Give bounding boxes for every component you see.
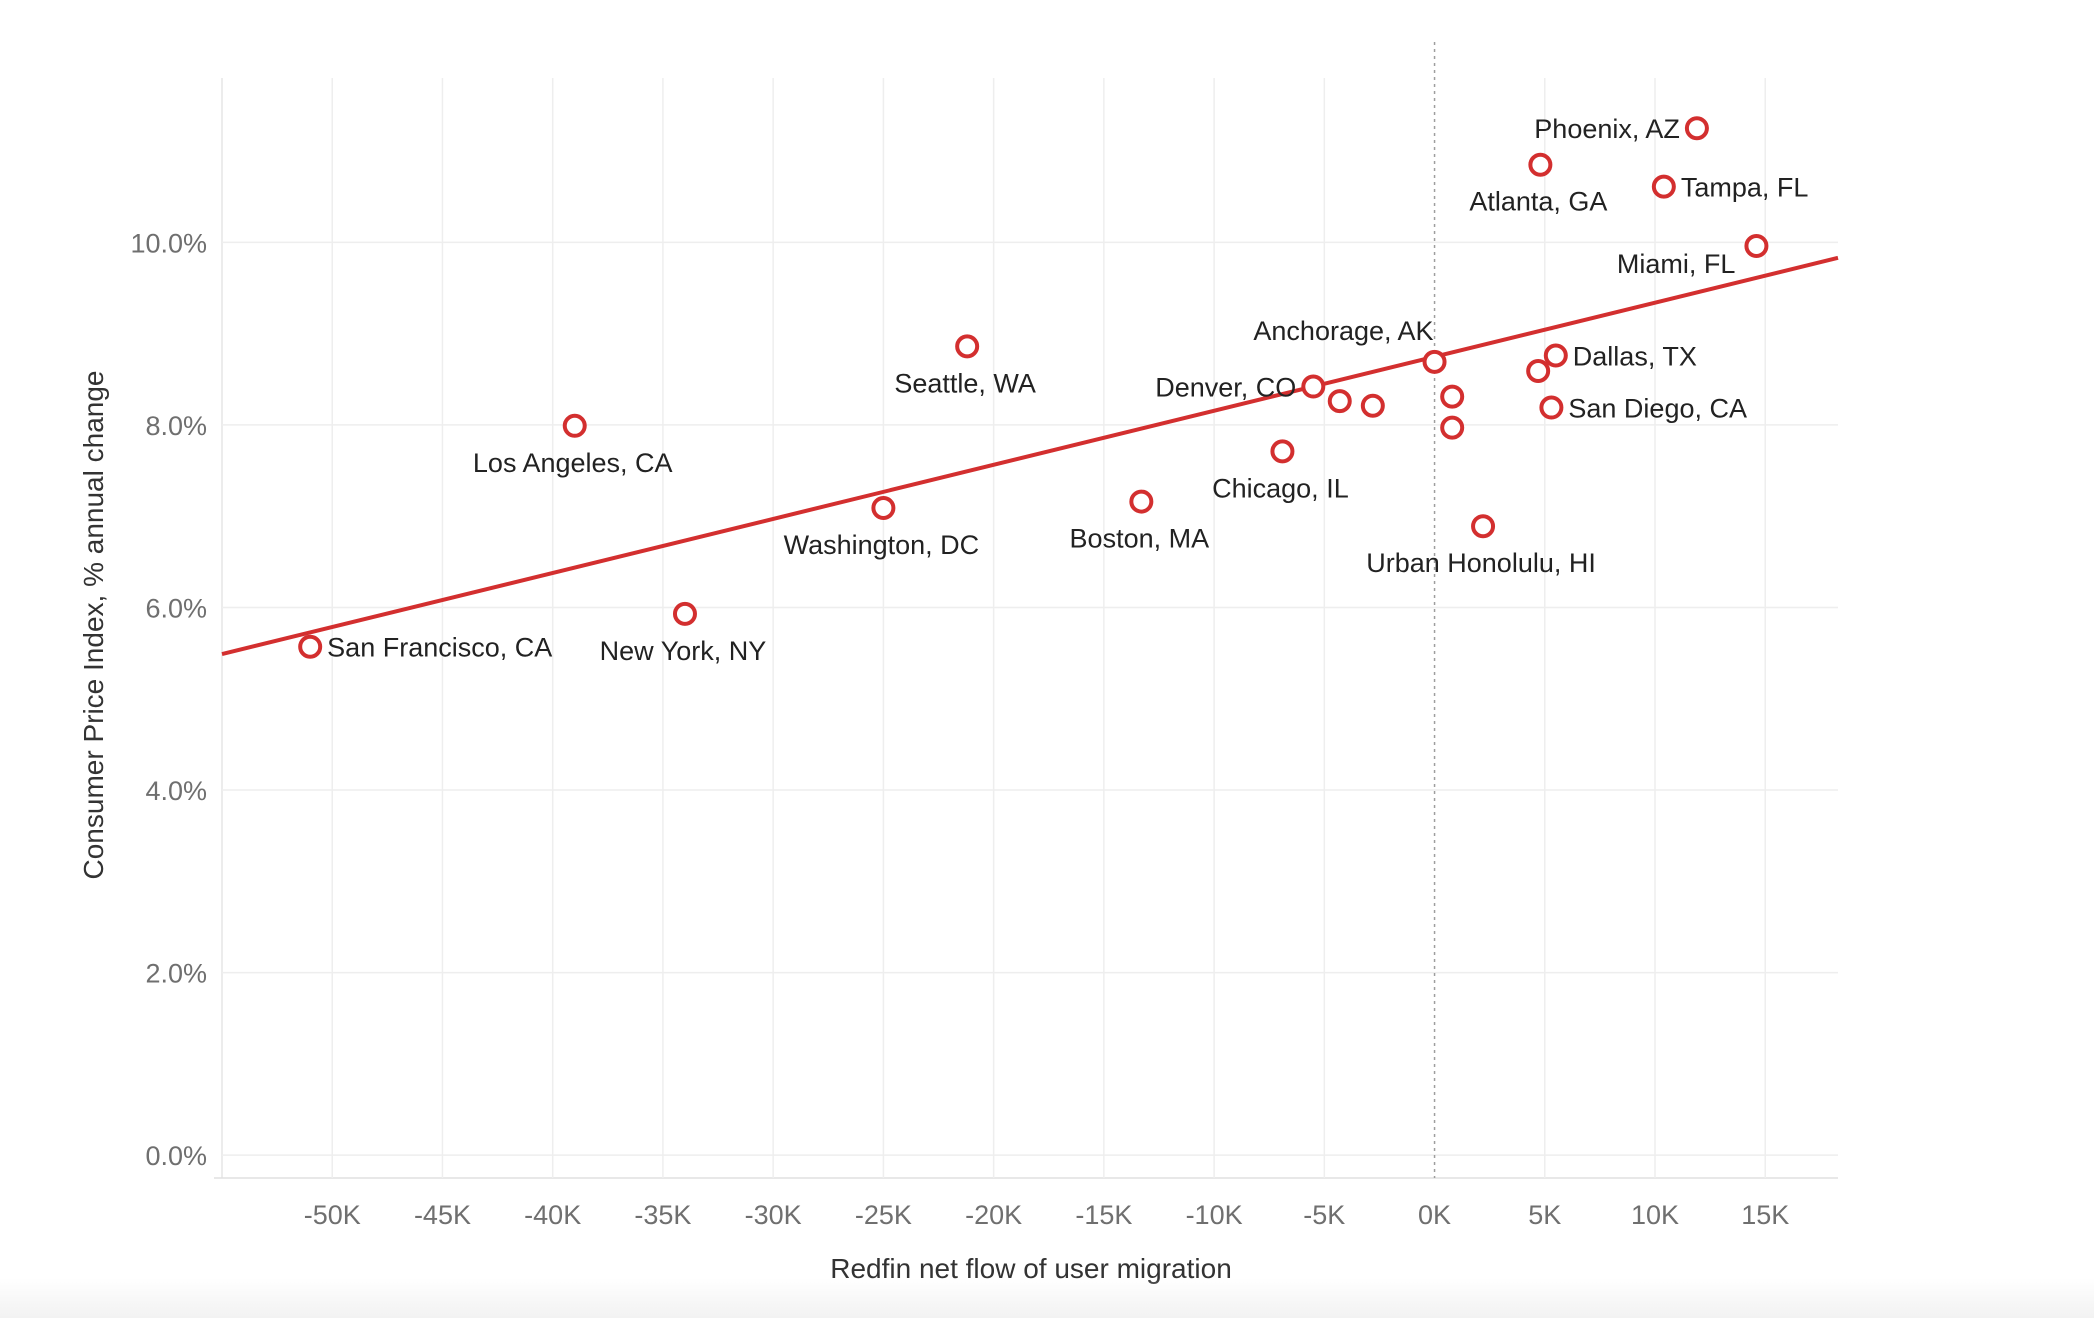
data-point [1526, 359, 1551, 384]
point-label: New York, NY [600, 636, 767, 666]
x-tick-label: -40K [524, 1200, 581, 1230]
point-label: San Francisco, CA [327, 633, 552, 663]
grid-layer [214, 42, 1838, 1179]
x-tick-label: -15K [1075, 1200, 1132, 1230]
data-point [871, 495, 896, 520]
point-label: Atlanta, GA [1469, 187, 1607, 217]
point-label: Boston, MA [1070, 524, 1210, 554]
point-label: Miami, FL [1617, 249, 1736, 279]
y-axis-title: Consumer Price Index, % annual change [78, 371, 109, 880]
data-point [1422, 349, 1447, 374]
point-label: Phoenix, AZ [1534, 114, 1680, 144]
point-label: Washington, DC [784, 530, 980, 560]
data-point [1440, 415, 1465, 440]
data-point [1129, 489, 1154, 514]
x-tick-label: 0K [1418, 1200, 1451, 1230]
point-label: Los Angeles, CA [473, 448, 673, 478]
trend-layer [221, 255, 1839, 656]
data-point [1440, 384, 1465, 409]
tick-layer: -50K -45K -40K -35K -30K -25K -20K -15K -10K -5K 0… [130, 228, 1789, 1230]
point-label: Denver, CO [1155, 373, 1296, 403]
x-tick-label: -25K [855, 1200, 912, 1230]
data-point [1684, 116, 1709, 141]
point-label: San Diego, CA [1568, 394, 1747, 424]
data-point [562, 413, 587, 438]
x-tick-label: 15K [1741, 1200, 1789, 1230]
point-label: Anchorage, AK [1253, 316, 1433, 346]
point-label: Tampa, FL [1681, 173, 1809, 203]
data-point [1270, 439, 1295, 464]
data-point [1651, 174, 1676, 199]
data-point [1301, 374, 1326, 399]
trend-line [221, 255, 1839, 656]
x-tick-label: -35K [634, 1200, 691, 1230]
x-tick-label: -10K [1186, 1200, 1243, 1230]
point-label: Dallas, TX [1573, 342, 1697, 372]
x-tick-label: 5K [1528, 1200, 1561, 1230]
data-point [672, 601, 697, 626]
x-tick-label: -45K [414, 1200, 471, 1230]
y-tick-label: 6.0% [145, 593, 207, 623]
data-point [1543, 343, 1568, 368]
label-layer: San Francisco, CA Los Angeles, CA New York… [327, 114, 1808, 666]
y-tick-label: 8.0% [145, 411, 207, 441]
data-point [1744, 233, 1769, 258]
data-point [1539, 395, 1564, 420]
x-tick-label: -30K [745, 1200, 802, 1230]
data-point [298, 634, 323, 659]
data-point [1528, 152, 1553, 177]
point-layer [298, 116, 1769, 659]
data-point [1360, 393, 1385, 418]
data-point [1471, 514, 1496, 539]
y-tick-label: 2.0% [145, 959, 207, 989]
x-tick-label: -50K [304, 1200, 361, 1230]
bottom-fade [0, 1278, 2094, 1318]
y-tick-label: 0.0% [145, 1141, 207, 1171]
x-tick-label: 10K [1631, 1200, 1679, 1230]
y-tick-label: 10.0% [130, 228, 207, 258]
y-tick-label: 4.0% [145, 776, 207, 806]
x-tick-label: -5K [1303, 1200, 1345, 1230]
data-point [955, 334, 980, 359]
point-label: Chicago, IL [1212, 473, 1349, 503]
point-label: Seattle, WA [894, 368, 1036, 398]
point-label: Urban Honolulu, HI [1366, 548, 1596, 578]
x-tick-label: -20K [965, 1200, 1022, 1230]
data-point [1327, 389, 1352, 414]
